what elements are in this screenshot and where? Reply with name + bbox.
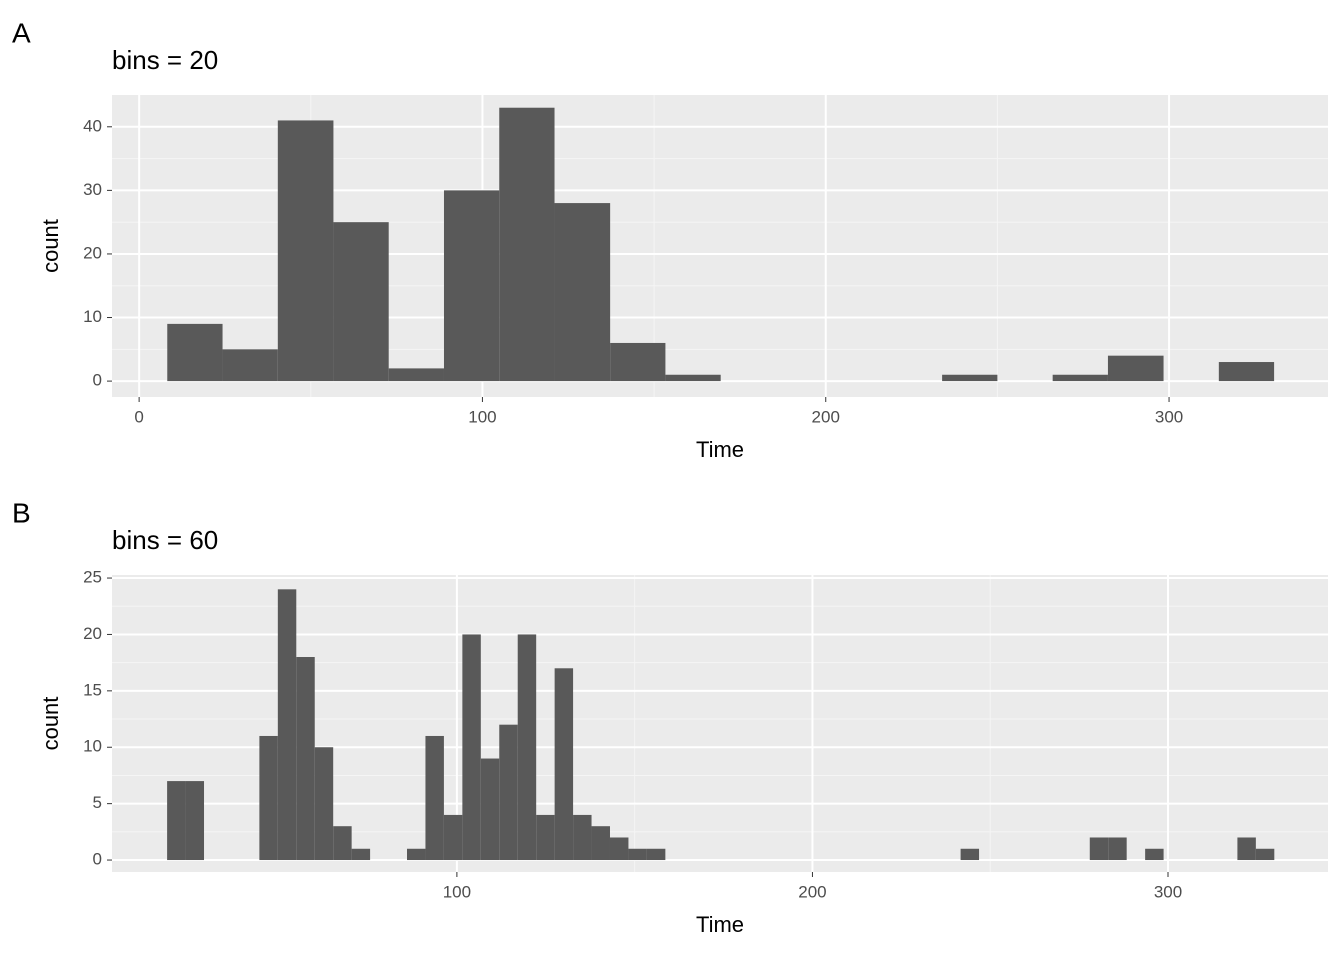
bar [628, 848, 647, 861]
bar [499, 107, 555, 382]
bar [591, 826, 610, 861]
x-tick-label: 200 [812, 407, 840, 426]
x-tick-label: 200 [798, 882, 826, 901]
x-axis-title: Time [696, 437, 744, 462]
bar [1107, 355, 1164, 382]
x-tick-label: 100 [468, 407, 496, 426]
y-tick-label: 20 [83, 243, 102, 262]
bar [296, 657, 315, 861]
y-tick-label: 30 [83, 180, 102, 199]
panel-tag: A [12, 17, 31, 48]
bar [185, 781, 205, 861]
bar [536, 814, 555, 861]
y-tick-label: 0 [93, 371, 102, 390]
bar [167, 781, 186, 861]
y-tick-label: 15 [83, 680, 102, 699]
y-tick-label: 10 [83, 307, 102, 326]
bar [443, 814, 463, 861]
y-tick-label: 0 [93, 850, 102, 869]
bar [609, 837, 629, 861]
bar [1145, 848, 1164, 861]
bar [1052, 374, 1108, 382]
bar [333, 826, 352, 861]
chart-title: bins = 60 [112, 525, 218, 555]
bar [167, 323, 223, 382]
bar [960, 848, 980, 861]
bar [259, 735, 278, 861]
bar [573, 814, 592, 861]
bar [646, 848, 666, 861]
bar [1237, 837, 1256, 861]
bar [480, 758, 500, 861]
x-axis-title: Time [696, 912, 744, 937]
x-tick-label: 0 [134, 407, 143, 426]
y-tick-label: 10 [83, 737, 102, 756]
y-tick-label: 5 [93, 793, 102, 812]
chart-title: bins = 20 [112, 45, 218, 75]
bar [443, 190, 500, 382]
bar [554, 203, 611, 382]
bar [333, 222, 389, 382]
x-tick-label: 300 [1154, 882, 1182, 901]
bar [351, 848, 371, 861]
bar [942, 374, 998, 382]
panel-tag: B [12, 497, 31, 528]
x-tick-label: 100 [443, 882, 471, 901]
y-tick-label: 20 [83, 624, 102, 643]
bar [1255, 848, 1275, 861]
y-tick-label: 25 [83, 568, 102, 587]
bar [314, 747, 334, 861]
bar [407, 848, 426, 861]
bar [277, 120, 334, 382]
bar [425, 735, 444, 861]
bar [610, 342, 666, 382]
x-tick-label: 300 [1155, 407, 1183, 426]
bar [554, 668, 574, 861]
y-axis-title: count [38, 697, 63, 751]
bar [277, 589, 297, 861]
bar [1089, 837, 1109, 861]
bar [665, 374, 721, 382]
bar [1108, 837, 1127, 861]
y-tick-label: 40 [83, 116, 102, 135]
bar [499, 724, 518, 861]
bar [517, 634, 537, 861]
bar [388, 368, 444, 382]
bar [462, 634, 481, 861]
y-axis-title: count [38, 219, 63, 273]
bar [222, 349, 278, 382]
bar [1218, 362, 1275, 382]
